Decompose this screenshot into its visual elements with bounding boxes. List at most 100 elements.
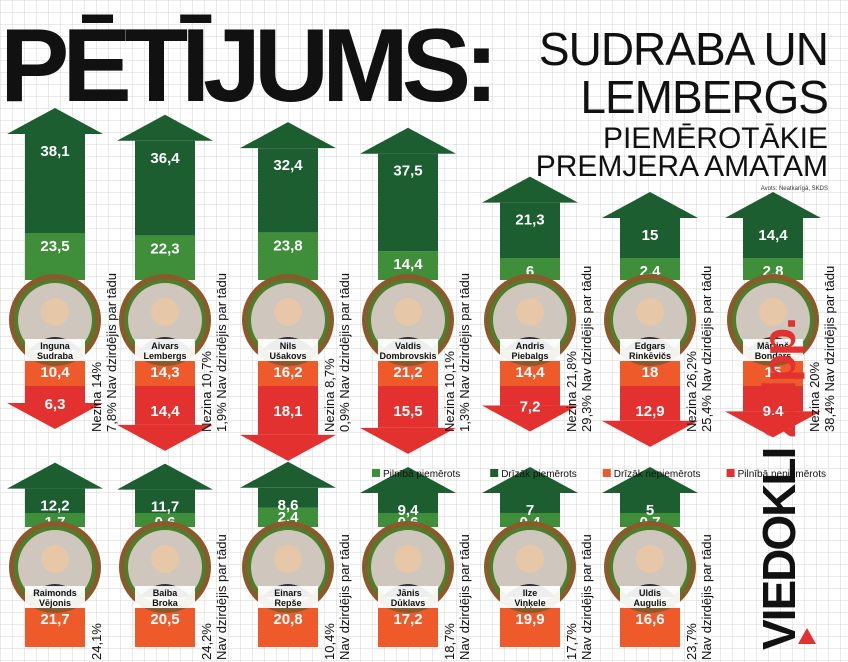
bar-drizak-piemerots [258, 487, 318, 508]
arrow-head-up [240, 122, 336, 149]
bar-pilniba-nepiemerots [743, 386, 803, 412]
arrow-head-up [7, 462, 103, 489]
value-drizak-piemerots: 14,4 [758, 227, 788, 244]
candidate-first-name: Mārtiņš [757, 341, 789, 351]
bar-drizak-piemerots [620, 493, 680, 513]
bar-drizak-piemerots [500, 493, 560, 513]
portrait-face [394, 298, 422, 326]
bar-pilniba-piemerots [378, 513, 438, 527]
subtitle-line-2: LEMBERGS [580, 71, 829, 123]
arrow-head-down [117, 424, 213, 451]
headline-title: PĒTĪJUMS: [0, 8, 499, 124]
note-nezina: Nezina 26,2% [684, 351, 699, 432]
candidate-last-name: Lembergs [143, 351, 186, 361]
portrait-face [151, 298, 179, 326]
name-plate [500, 586, 560, 608]
note-nezina: 24,1% [89, 623, 104, 660]
candidate-first-name: Jānis [396, 588, 419, 598]
note-nezina: 23,7% [684, 623, 699, 660]
candidate-first-name: Uldis [639, 588, 661, 598]
side-label[interactable]: VIEDOKLI 2. lpp. [752, 319, 806, 650]
arrow-head-up [360, 127, 456, 154]
value-pilniba-nepiemerots: 7,2 [520, 398, 541, 415]
bar-drizak-piemerots [378, 493, 438, 513]
name-plate [258, 339, 318, 361]
value-pilniba-nepiemerots: 9,4 [763, 403, 785, 420]
note-nezina: Nezina 20% [807, 361, 822, 432]
value-drizak-nepiemerots: 15 [765, 364, 782, 381]
value-drizak-piemerots: 37,5 [393, 163, 422, 180]
bar-pilniba-nepiemerots [135, 386, 195, 425]
bar-pilniba-piemerots [743, 258, 803, 280]
arrow-head-down [602, 420, 698, 447]
candidate-first-name: Einars [274, 588, 302, 598]
bar-drizak-piemerots [500, 202, 560, 258]
value-pilniba-piemerots: 23,5 [40, 238, 69, 255]
value-drizak-piemerots: 15 [642, 227, 659, 244]
portrait-face [41, 545, 69, 573]
name-plate [500, 339, 560, 361]
value-drizak-piemerots: 8,6 [278, 497, 299, 514]
bar-drizak-piemerots [258, 148, 318, 233]
name-plate [258, 586, 318, 608]
portrait-face [41, 298, 69, 326]
arrow-head-up [725, 192, 821, 218]
value-drizak-piemerots: 9,4 [398, 502, 420, 519]
portrait-face [516, 545, 544, 573]
note-nezina: 17,7% [564, 623, 579, 660]
side-label-page: 2. lpp. [753, 319, 805, 438]
note-nav-dzirdejis: Nav dzirdējis par tādu [337, 534, 352, 660]
candidate-last-name: Repše [274, 598, 301, 608]
value-drizak-piemerots: 21,3 [515, 212, 544, 229]
note-nezina: Nezina 10,1% [442, 351, 457, 432]
note-nav-dzirdejis: Nav dzirdējis par tādu [579, 534, 594, 660]
bar-pilniba-piemerots [25, 513, 85, 527]
value-drizak-piemerots: 5 [646, 502, 654, 519]
note-nav-dzirdejis: Nav dzirdējis par tādu [699, 534, 714, 660]
bar-drizak-nepiemerots [258, 607, 318, 647]
bar-pilniba-piemerots [258, 507, 318, 527]
value-drizak-nepiemerots: 16,6 [635, 611, 664, 628]
candidate-first-name: Inguna [40, 341, 70, 351]
candidate-first-name: Edgars [635, 341, 666, 351]
value-drizak-nepiemerots: 16,2 [273, 364, 302, 381]
portrait-face [151, 545, 179, 573]
value-pilniba-nepiemerots: 14,4 [150, 403, 180, 420]
value-pilniba-piemerots: 22,3 [150, 240, 179, 257]
name-plate [620, 339, 680, 361]
arrow-head-down [7, 403, 103, 430]
candidate-first-name: Aivars [151, 341, 179, 351]
candidate-first-name: Nils [280, 341, 297, 351]
candidate-last-name: Vējonis [39, 598, 71, 608]
bar-pilniba-piemerots [500, 513, 560, 527]
note-nav-dzirdejis: Nav dzirdējis par tādu [214, 534, 229, 660]
value-drizak-nepiemerots: 18 [642, 364, 659, 381]
name-plate [378, 586, 438, 608]
candidate-last-name: Sudraba [37, 351, 74, 361]
bar-pilniba-nepiemerots [25, 386, 85, 404]
value-pilniba-nepiemerots: 15,5 [393, 403, 422, 420]
legend-swatch [372, 469, 380, 477]
note-nezina: 18,7% [442, 623, 457, 660]
name-plate [378, 339, 438, 361]
portrait-face [516, 298, 544, 326]
note-nezina: 24,2% [199, 623, 214, 660]
candidate-first-name: Andris [516, 341, 545, 351]
value-drizak-piemerots: 11,7 [151, 499, 179, 516]
candidate-last-name: Rinkēvičs [629, 351, 671, 361]
bar-pilniba-piemerots [258, 232, 318, 280]
chart-legend: Pilnībā piemērots Drīzāk piemērots Drīzāk … [372, 469, 826, 480]
note-nav-dzirdejis: 38,4% Nav dzirdējis par tādu [822, 266, 837, 432]
